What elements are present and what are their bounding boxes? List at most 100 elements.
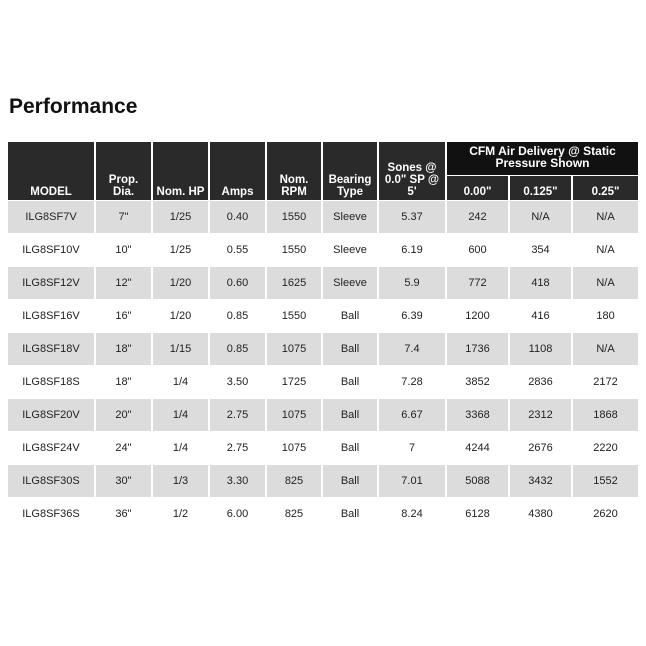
table-cell: 772 [447, 267, 508, 299]
table-cell: 7.4 [379, 333, 445, 365]
table-cell: 1/15 [153, 333, 208, 365]
table-row: ILG8SF16V 16" 1/20 0.85 1550 Ball 6.39 1200 416 1… [8, 300, 639, 332]
table-cell: Ball [323, 432, 377, 464]
table-row: ILG8SF18S 18" 1/4 3.50 1725 Ball 7.28 3852 2836 2… [8, 366, 639, 398]
table-cell: 1075 [267, 333, 321, 365]
column-header-nom-rpm: Nom. RPM [267, 142, 321, 200]
table-cell: 1/4 [153, 432, 208, 464]
table-cell: 6.19 [379, 234, 445, 266]
table-cell: ILG8SF24V [8, 432, 94, 464]
table-cell: Ball [323, 366, 377, 398]
column-header-amps: Amps [210, 142, 265, 200]
table-cell: 7" [96, 201, 151, 233]
table-cell: Ball [323, 300, 377, 332]
table-cell: 4380 [510, 498, 571, 530]
table-cell: ILG8SF16V [8, 300, 94, 332]
table-cell: 7.28 [379, 366, 445, 398]
table-cell: 20" [96, 399, 151, 431]
table-cell: 1/2 [153, 498, 208, 530]
table-cell: Sleeve [323, 234, 377, 266]
table-cell: 7 [379, 432, 445, 464]
table-cell: 3368 [447, 399, 508, 431]
column-header-cfm-0125: 0.125" [510, 176, 571, 200]
table-row: ILG8SF24V 24" 1/4 2.75 1075 Ball 7 4244 2676 2220 [8, 432, 639, 464]
table-cell: ILG8SF36S [8, 498, 94, 530]
performance-table: MODEL Prop. Dia. Nom. HP Amps Nom. RPM B… [6, 141, 640, 531]
table-cell: N/A [510, 201, 571, 233]
table-cell: 1200 [447, 300, 508, 332]
table-cell: 2620 [573, 498, 639, 530]
table-cell: 825 [267, 498, 321, 530]
table-cell: 2220 [573, 432, 639, 464]
table-row: ILG8SF36S 36" 1/2 6.00 825 Ball 8.24 6128 4380 26… [8, 498, 639, 530]
table-cell: 1/25 [153, 234, 208, 266]
table-cell: 2312 [510, 399, 571, 431]
table-cell: ILG8SF12V [8, 267, 94, 299]
table-cell: N/A [573, 201, 639, 233]
table-cell: 1552 [573, 465, 639, 497]
table-cell: 2.75 [210, 399, 265, 431]
table-cell: 1550 [267, 300, 321, 332]
table-cell: 1/25 [153, 201, 208, 233]
table-cell: 10" [96, 234, 151, 266]
table-cell: 1/3 [153, 465, 208, 497]
table-cell: 5.37 [379, 201, 445, 233]
table-cell: Ball [323, 465, 377, 497]
table-cell: ILG8SF18V [8, 333, 94, 365]
table-row: ILG8SF18V 18" 1/15 0.85 1075 Ball 7.4 1736 1108 N… [8, 333, 639, 365]
table-cell: 1736 [447, 333, 508, 365]
table-cell: 1108 [510, 333, 571, 365]
table-cell: 1550 [267, 234, 321, 266]
table-cell: 0.55 [210, 234, 265, 266]
table-cell: N/A [573, 234, 639, 266]
table-cell: 5.9 [379, 267, 445, 299]
table-cell: 6.67 [379, 399, 445, 431]
table-cell: 1/4 [153, 399, 208, 431]
column-header-nom-hp: Nom. HP [153, 142, 208, 200]
table-cell: ILG8SF30S [8, 465, 94, 497]
table-cell: 18" [96, 333, 151, 365]
table-cell: 354 [510, 234, 571, 266]
table-row: ILG8SF30S 30" 1/3 3.30 825 Ball 7.01 5088 3432 15… [8, 465, 639, 497]
table-cell: 418 [510, 267, 571, 299]
column-header-model: MODEL [8, 142, 94, 200]
table-row: ILG8SF7V 7" 1/25 0.40 1550 Sleeve 5.37 242 N/A N/… [8, 201, 639, 233]
table-cell: 16" [96, 300, 151, 332]
table-cell: 3852 [447, 366, 508, 398]
table-cell: 1625 [267, 267, 321, 299]
table-cell: ILG8SF10V [8, 234, 94, 266]
table-cell: N/A [573, 267, 639, 299]
table-cell: 7.01 [379, 465, 445, 497]
table-cell: Ball [323, 333, 377, 365]
page-title: Performance [9, 95, 138, 118]
table-cell: 12" [96, 267, 151, 299]
table-cell: 1725 [267, 366, 321, 398]
table-cell: 3.30 [210, 465, 265, 497]
table-cell: 1075 [267, 432, 321, 464]
table-cell: ILG8SF7V [8, 201, 94, 233]
table-cell: ILG8SF20V [8, 399, 94, 431]
table-cell: 5088 [447, 465, 508, 497]
table-cell: 416 [510, 300, 571, 332]
table-cell: 2.75 [210, 432, 265, 464]
column-group-cfm: CFM Air Delivery @ Static Pressure Shown [447, 142, 639, 175]
table-cell: 2172 [573, 366, 639, 398]
table-cell: 36" [96, 498, 151, 530]
table-cell: 1/20 [153, 267, 208, 299]
table-cell: 6128 [447, 498, 508, 530]
column-header-bearing-type: Bearing Type [323, 142, 377, 200]
table-cell: 2836 [510, 366, 571, 398]
table-cell: 0.40 [210, 201, 265, 233]
table-cell: 3.50 [210, 366, 265, 398]
table-cell: 6.39 [379, 300, 445, 332]
table-cell: 1/20 [153, 300, 208, 332]
table-cell: 3432 [510, 465, 571, 497]
table-cell: N/A [573, 333, 639, 365]
column-header-cfm-0: 0.00" [447, 176, 508, 200]
table-cell: 4244 [447, 432, 508, 464]
column-header-cfm-025: 0.25" [573, 176, 639, 200]
table-cell: Ball [323, 498, 377, 530]
table-cell: 180 [573, 300, 639, 332]
table-cell: 2676 [510, 432, 571, 464]
table-cell: Sleeve [323, 267, 377, 299]
